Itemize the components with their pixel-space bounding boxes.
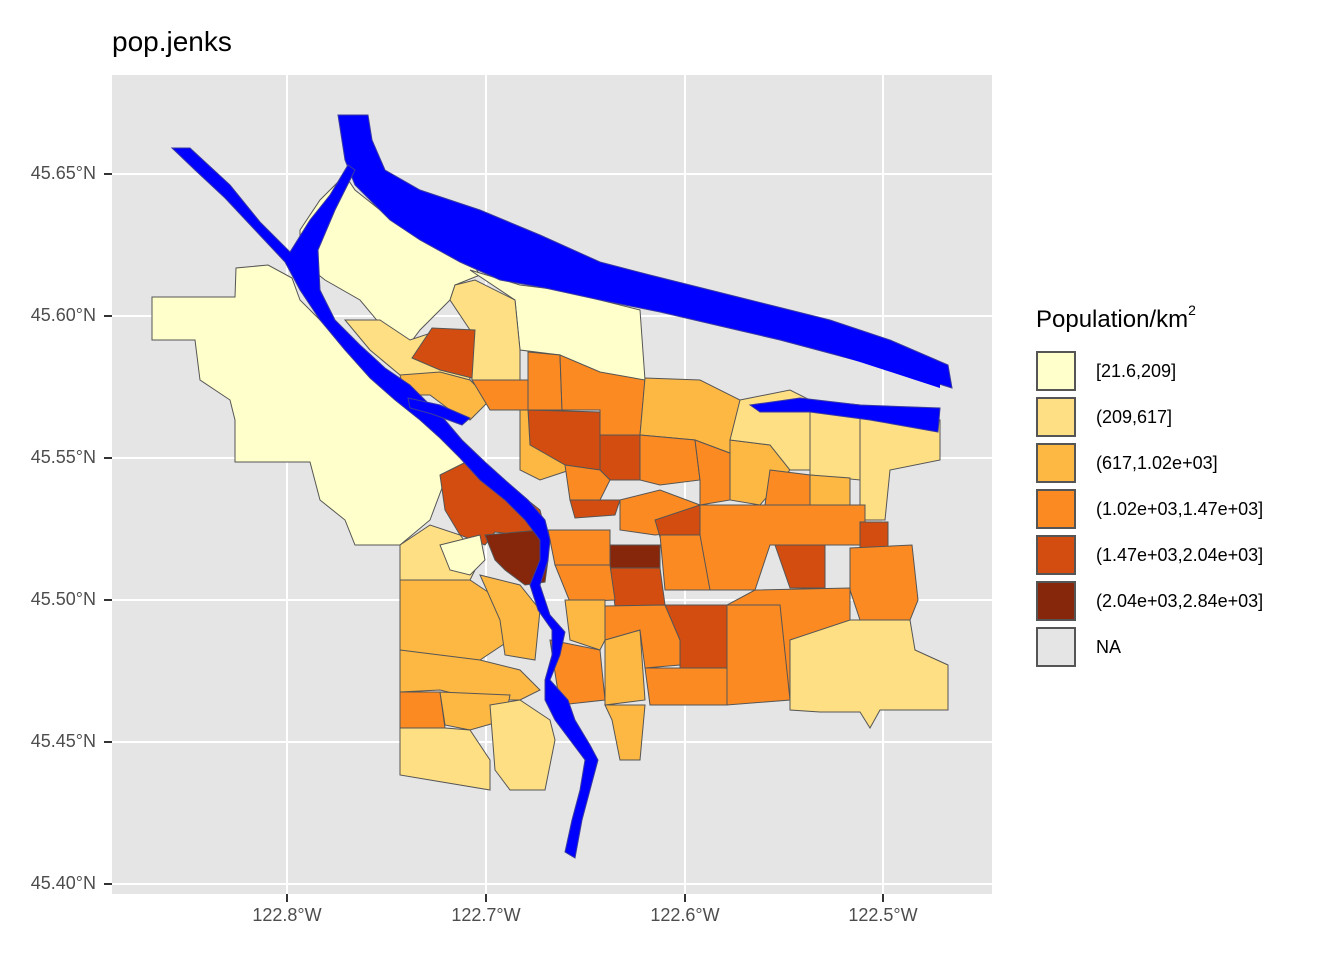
- x-tick-label: 122.7°W: [451, 905, 521, 925]
- neighborhood-region: [489, 699, 556, 791]
- neighborhood-region: [399, 727, 491, 791]
- y-tick-label: 45.55°N: [30, 447, 96, 467]
- neighborhood-region: [604, 629, 646, 706]
- neighborhood-region: [659, 534, 711, 591]
- legend-item: (1.47e+03,2.04e+03]: [1036, 532, 1263, 578]
- legend-swatch: [1036, 397, 1076, 437]
- legend-label: (1.02e+03,1.47e+03]: [1096, 498, 1264, 519]
- legend-item: (209,617]: [1036, 394, 1263, 440]
- legend: Population/km2 [21.6,209] (209,617] (617,1…: [1036, 302, 1263, 670]
- neighborhood-region: [547, 529, 611, 566]
- neighborhood-region: [859, 521, 889, 549]
- legend-item: [21.6,209]: [1036, 348, 1263, 394]
- multnomah-channel: [170, 147, 599, 859]
- neighborhood-region: [859, 409, 941, 521]
- neighborhood-region: [694, 439, 736, 506]
- legend-item: (1.02e+03,1.47e+03]: [1036, 486, 1263, 532]
- neighborhood-region: [527, 351, 563, 411]
- neighborhood-region: [554, 564, 616, 603]
- legend-label: NA: [1096, 636, 1122, 657]
- neighborhood-region: [564, 599, 606, 651]
- legend-swatch: [1036, 443, 1076, 483]
- x-tick-label: 122.6°W: [650, 905, 720, 925]
- tick-marks: [104, 173, 884, 902]
- map-title: pop.jenks: [112, 26, 232, 57]
- legend-item: (2.04e+03,2.84e+03]: [1036, 578, 1263, 624]
- legend-label: (2.04e+03,2.84e+03]: [1096, 590, 1264, 611]
- legend-swatch: [1036, 351, 1076, 391]
- rivers: [170, 114, 953, 859]
- columbia-river-channel: [370, 190, 940, 388]
- neighborhood-region: [639, 434, 701, 486]
- legend-label: (1.47e+03,2.04e+03]: [1096, 544, 1264, 565]
- neighborhood-region: [411, 327, 476, 379]
- north-channel: [748, 397, 941, 433]
- y-tick-label: 45.40°N: [30, 873, 96, 893]
- legend-label: (617,1.02e+03]: [1096, 452, 1218, 473]
- legend-swatch: [1036, 535, 1076, 575]
- neighborhood-region: [399, 691, 446, 729]
- neighborhood-region: [479, 574, 541, 661]
- neighborhood-region: [151, 264, 471, 546]
- y-tick-label: 45.50°N: [30, 589, 96, 609]
- neighborhood-region: [809, 474, 851, 506]
- y-tick-label: 45.60°N: [30, 305, 96, 325]
- neighborhood-region: [439, 534, 486, 576]
- x-tick-label: 122.8°W: [252, 905, 322, 925]
- neighborhood-polygons: [151, 174, 949, 791]
- neighborhood-region: [564, 464, 611, 501]
- y-tick-label: 45.65°N: [30, 163, 96, 183]
- neighborhood-region: [604, 704, 646, 761]
- neighborhood-region: [764, 469, 811, 506]
- neighborhood-region: [609, 544, 661, 569]
- legend-swatch: [1036, 627, 1076, 667]
- legend-swatch: [1036, 581, 1076, 621]
- neighborhood-region: [644, 667, 728, 706]
- legend-item: NA: [1036, 624, 1263, 670]
- y-tick-label: 45.45°N: [30, 731, 96, 751]
- legend-label: (209,617]: [1096, 406, 1173, 427]
- legend-title: Population/km2: [1036, 302, 1196, 333]
- neighborhood-region: [726, 604, 791, 706]
- neighborhood-region: [774, 544, 826, 589]
- neighborhood-region: [609, 567, 666, 607]
- willamette-island: [407, 397, 471, 426]
- neighborhood-region: [789, 619, 949, 729]
- neighborhood-region: [569, 499, 621, 519]
- legend-swatch: [1036, 489, 1076, 529]
- legend-item: (617,1.02e+03]: [1036, 440, 1263, 486]
- neighborhood-region: [849, 544, 919, 621]
- neighborhood-region: [599, 434, 641, 481]
- x-tick-label: 122.5°W: [848, 905, 918, 925]
- legend-label: [21.6,209]: [1096, 360, 1177, 381]
